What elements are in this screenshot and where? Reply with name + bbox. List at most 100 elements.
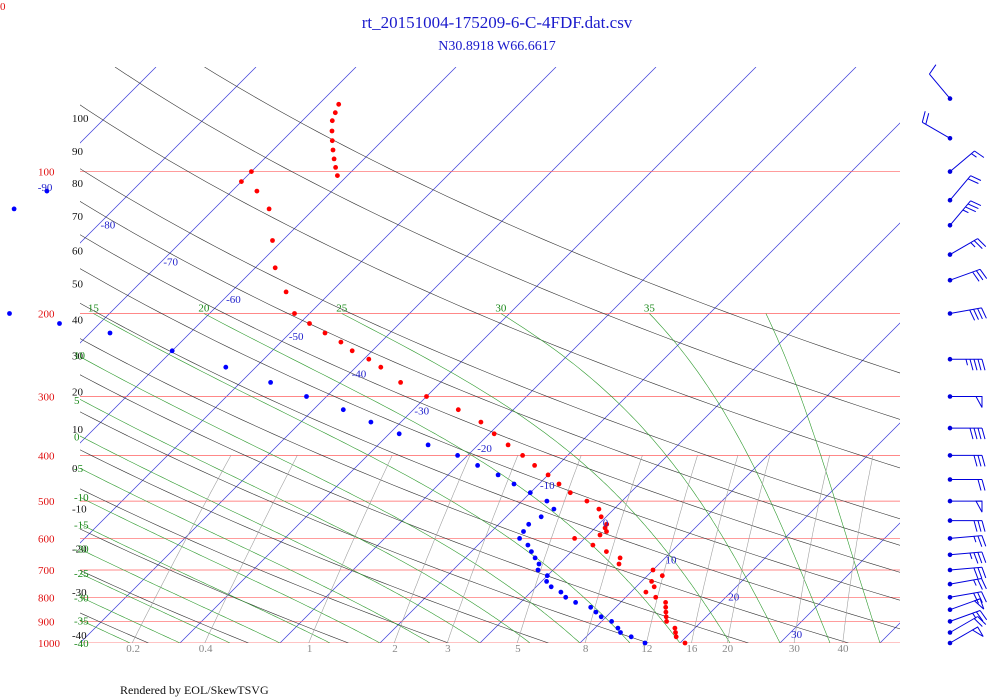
wind-barb-pennant: [975, 396, 983, 408]
dry-adiabat-line: [80, 234, 900, 573]
moist-adiabat-label: 30: [495, 302, 507, 314]
data-point: [558, 589, 564, 595]
dry-adiabat-line: [80, 449, 549, 643]
dry-adiabat-left-label: 50: [72, 279, 84, 291]
dry-adiabat-left-label: -40: [72, 630, 87, 642]
data-point: [673, 630, 678, 635]
wind-barb: [947, 610, 988, 624]
moist-adiabat-line: [649, 313, 831, 643]
isotherm-line: [679, 422, 900, 643]
data-point: [266, 206, 272, 212]
wind-barb-flag: [973, 309, 979, 320]
isotherm-line: [0, 67, 56, 643]
data-point: [609, 619, 614, 624]
data-point: [329, 118, 335, 124]
data-point: [455, 453, 460, 458]
data-point: [292, 311, 297, 316]
dry-adiabat-left-label: 0: [72, 463, 78, 475]
data-point: [333, 165, 338, 170]
data-point: [535, 567, 541, 573]
data-point: [169, 348, 175, 354]
wind-barb-flag: [973, 552, 979, 564]
isotherm-line: [80, 67, 457, 444]
data-point: [544, 498, 550, 504]
data-point: [573, 600, 578, 605]
isotherm-line: [980, 67, 1000, 643]
data-point: [604, 529, 609, 534]
wind-barb: [947, 425, 986, 440]
wind-barb: [947, 591, 987, 604]
isotherm-label: 20: [728, 592, 740, 604]
isotherm-label: -80: [101, 219, 116, 231]
moist-adiabat-left-label: -10: [74, 492, 89, 504]
mixing-ratio-line: [308, 455, 393, 643]
isotherm-label: -30: [414, 406, 429, 418]
data-point: [643, 589, 649, 595]
moist-adiabat-line: [80, 642, 81, 643]
wind-barb: [947, 453, 986, 467]
moist-adiabat-line: [500, 313, 781, 643]
data-point: [548, 584, 554, 590]
isotherm-line: [479, 222, 900, 643]
moist-adiabat-left-label: -15: [74, 519, 89, 531]
moist-adiabat-line: [341, 313, 731, 643]
mixing-ratio-label: 3: [445, 643, 451, 655]
data-point: [598, 514, 604, 520]
moist-adiabat-line: [80, 496, 381, 643]
moist-adiabat-line: [80, 356, 581, 643]
series-temperature: [239, 169, 688, 646]
isotherm-line: [80, 67, 357, 344]
dry-adiabat-line: [80, 302, 900, 630]
wind-barb: [947, 498, 983, 513]
moist-adiabat-left-label: 5: [74, 395, 80, 407]
wind-barb-flag: [981, 359, 986, 371]
data-point: [366, 356, 372, 362]
data-point: [604, 521, 610, 527]
mixing-ratio-line: [204, 455, 298, 643]
data-point: [272, 265, 278, 271]
isotherm-line: [80, 67, 257, 244]
wind-barb-flag: [973, 455, 978, 467]
wind-barb: [947, 551, 987, 564]
dry-adiabat-line: [0, 67, 49, 643]
data-point: [520, 453, 525, 458]
wind-barb: [947, 578, 987, 590]
data-point: [563, 594, 569, 600]
wind-barb-staff: [929, 73, 951, 99]
wind-barb-flag: [973, 567, 979, 579]
wind-barb-half-flag: [962, 209, 969, 214]
data-point: [11, 206, 17, 212]
moist-adiabat-line: [80, 435, 481, 643]
data-point: [329, 128, 335, 134]
dry-adiabat-line: [80, 411, 649, 643]
dry-adiabat-line: [114, 67, 900, 420]
moist-adiabat-line: [80, 596, 181, 643]
chart-title: rt_20151004-175209-6-C-4FDF.dat.csv: [362, 13, 633, 32]
wind-barb: [947, 175, 982, 203]
dry-adiabat-line: [80, 338, 849, 643]
footer-credit: Rendered by EOL/SkewTSVG: [120, 683, 269, 697]
wind-barb: [947, 307, 987, 321]
wind-barb-flag: [977, 359, 982, 371]
data-point: [332, 110, 338, 116]
moist-adiabat-left-label: -20: [74, 543, 89, 555]
moist-adiabat-line: [80, 548, 281, 643]
data-point: [526, 521, 532, 527]
wind-barb-flag: [969, 359, 974, 371]
data-point: [596, 506, 602, 512]
data-point: [672, 625, 678, 631]
data-point: [545, 472, 551, 478]
data-point: [239, 179, 244, 185]
wind-barb-flag: [977, 578, 983, 590]
wind-barb-staff: [922, 121, 951, 139]
wind-barbs: [921, 64, 988, 646]
data-point: [511, 481, 517, 487]
data-point: [617, 555, 623, 561]
data-point: [425, 442, 431, 448]
wind-barb: [947, 394, 983, 408]
data-point: [649, 579, 654, 584]
wind-barb-flag: [970, 200, 982, 207]
dry-adiabat-line: [80, 569, 249, 643]
data-point: [322, 330, 328, 336]
dry-adiabat-left-label: 10: [72, 424, 84, 436]
